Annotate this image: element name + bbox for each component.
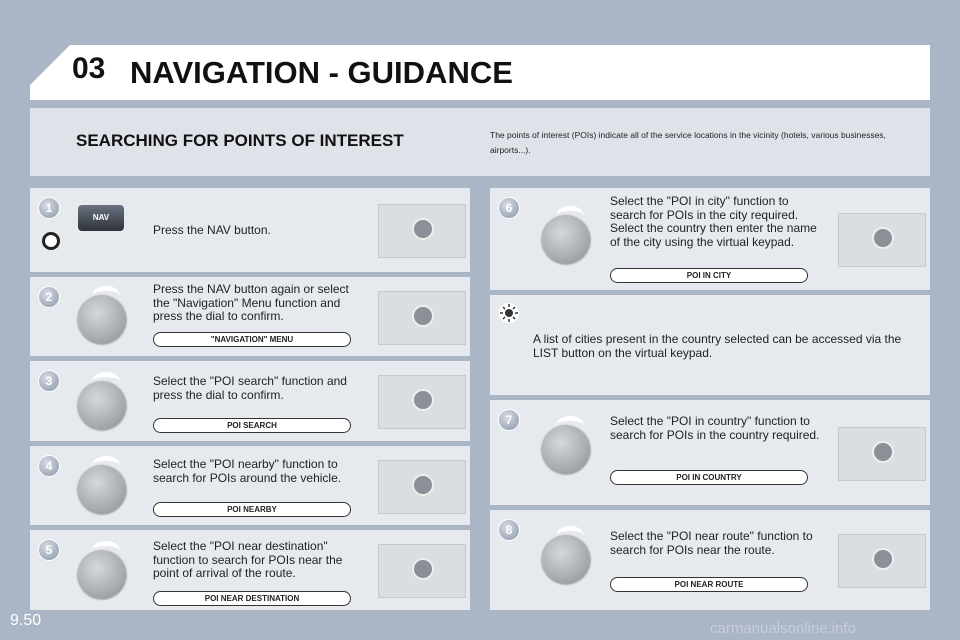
step-text: Select the "POI near route" function to … bbox=[610, 529, 813, 557]
step-text: Select the "POI nearby" function to sear… bbox=[153, 457, 342, 485]
tip-icon bbox=[499, 303, 519, 323]
step-text: Select the "POI search" function and pre… bbox=[153, 374, 347, 402]
arrow-icon bbox=[92, 456, 120, 475]
step-label: POI NEAR DESTINATION bbox=[153, 591, 351, 606]
console-knob bbox=[872, 227, 894, 249]
console-knob bbox=[412, 473, 434, 496]
header-band bbox=[30, 45, 930, 100]
arrow-icon bbox=[92, 541, 120, 560]
step-label: POI SEARCH bbox=[153, 418, 351, 433]
step-text: Select the "POI near destination" functi… bbox=[153, 539, 343, 580]
step-number: 8 bbox=[498, 519, 520, 541]
console-knob bbox=[412, 218, 434, 240]
step-number: 4 bbox=[38, 455, 60, 477]
arrow-icon bbox=[556, 416, 584, 435]
chapter-number: 03 bbox=[72, 52, 106, 85]
nav-button: NAV bbox=[78, 205, 124, 231]
step-label: POI IN CITY bbox=[610, 268, 808, 283]
intro-text: The points of interest (POIs) indicate a… bbox=[490, 130, 886, 155]
step-number: 6 bbox=[498, 197, 520, 219]
arrow-icon bbox=[92, 286, 120, 305]
section-band bbox=[30, 108, 930, 176]
console-knob bbox=[872, 440, 894, 463]
step-number: 2 bbox=[38, 286, 60, 308]
arrow-icon bbox=[556, 206, 584, 225]
console-knob bbox=[412, 558, 434, 580]
step-text: Press the NAV button. bbox=[153, 223, 271, 237]
step-number: 7 bbox=[498, 409, 520, 431]
tip-text: A list of cities present in the country … bbox=[533, 332, 902, 360]
step-label: POI NEAR ROUTE bbox=[610, 577, 808, 592]
console-knob bbox=[412, 304, 434, 327]
console-knob bbox=[872, 548, 894, 570]
step-number: 1 bbox=[38, 197, 60, 219]
tip-panel bbox=[490, 295, 930, 395]
step-text: Select the "POI in country" function to … bbox=[610, 414, 820, 442]
step-label: "NAVIGATION" MENU bbox=[153, 332, 351, 347]
step-label: POI IN COUNTRY bbox=[610, 470, 808, 485]
console-knob bbox=[412, 389, 434, 411]
step-text: Select the "POI in city" function to sea… bbox=[610, 194, 817, 249]
watermark: carmanualsonline.info bbox=[710, 620, 856, 637]
step-number: 3 bbox=[38, 370, 60, 392]
step-number: 5 bbox=[38, 539, 60, 561]
step-text: Press the NAV button again or select the… bbox=[153, 282, 349, 323]
target-icon bbox=[42, 232, 60, 250]
step-label: POI NEARBY bbox=[153, 502, 351, 517]
arrow-icon bbox=[556, 526, 584, 545]
arrow-icon bbox=[92, 372, 120, 391]
page-number: 9.50 bbox=[10, 612, 42, 629]
section-title: SEARCHING FOR POINTS OF INTEREST bbox=[76, 131, 404, 150]
console-image bbox=[838, 534, 926, 588]
page-title: NAVIGATION - GUIDANCE bbox=[130, 55, 513, 90]
